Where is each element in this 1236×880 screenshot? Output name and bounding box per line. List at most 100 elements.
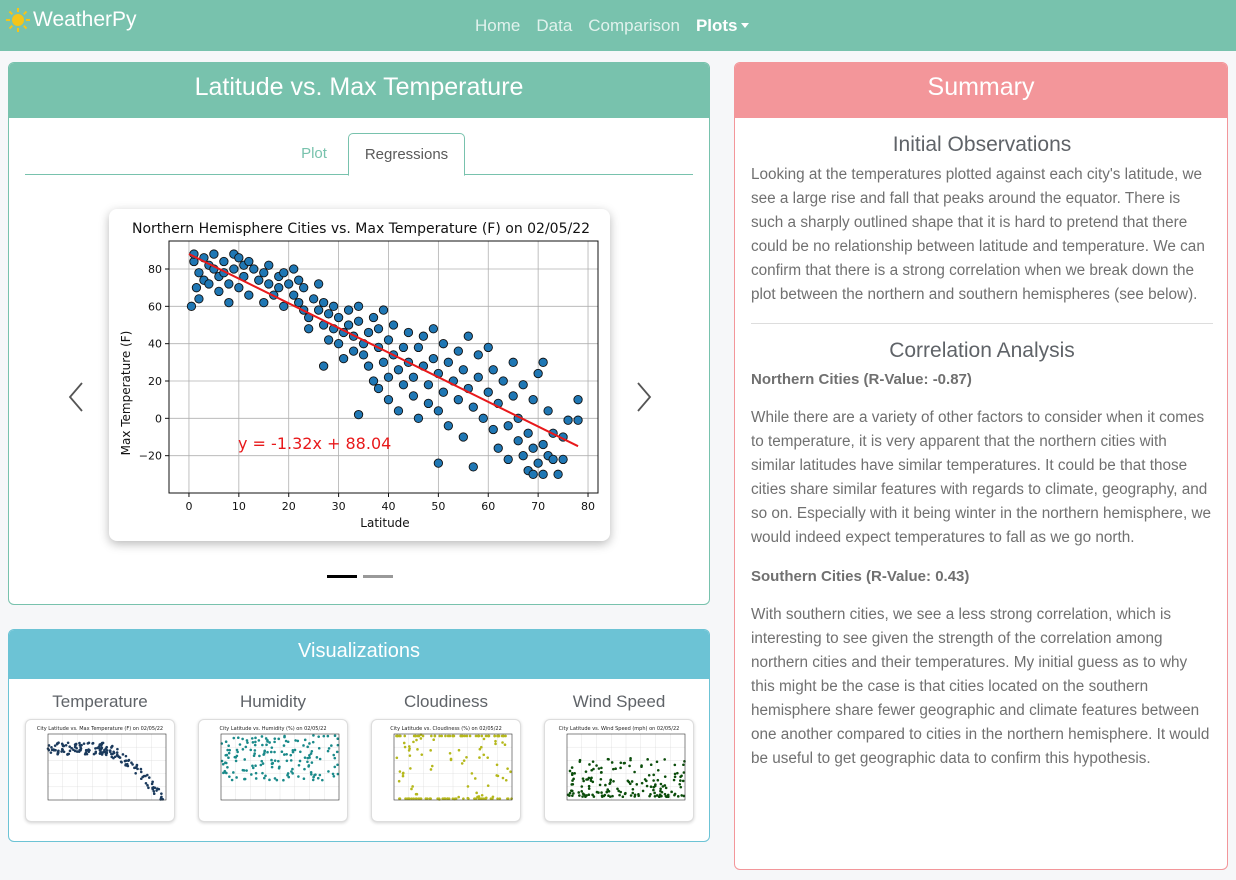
data-point [533,368,543,379]
thumbnail-chart[interactable]: City Latitude vs. Max Temperature (F) on… [25,719,175,822]
thumbnail-point [404,797,407,800]
thumbnail-point [66,741,70,745]
thumbnail-point [618,793,621,797]
regression-chart: Northern Hemisphere Cities vs. Max Tempe… [109,209,610,541]
carousel-indicator-2[interactable] [363,575,393,578]
carousel-indicator-1[interactable] [327,575,357,578]
data-point [219,256,229,267]
thumbnail-point [236,750,239,754]
thumbnail-point [414,792,418,796]
thumbnail-point [496,734,499,738]
thumbnail-point [633,793,637,797]
thumbnail-point [336,772,340,776]
viz-wind-speed[interactable]: Wind Speed City Latitude vs. Wind Speed … [544,692,694,822]
thumbnail-point [260,735,264,738]
thumbnail-point [411,785,414,788]
thumbnail-point [221,762,225,766]
thumbnail-point [470,772,474,775]
thumbnail-chart[interactable]: City Latitude vs. Humidity (%) on 02/05/… [198,719,348,822]
thumbnail-point [447,797,451,800]
thumbnail-point [640,781,644,785]
summary-card: Summary Initial Observations Looking at … [734,62,1228,870]
thumbnail-point [462,797,465,800]
data-point [383,395,394,405]
nav-home[interactable]: Home [475,15,521,35]
nav-plots-dropdown[interactable]: Plots [696,16,749,36]
thumbnail-point [113,755,117,759]
thumbnail-point [473,797,476,800]
thumbnail-point [273,740,276,744]
thumbnail-point [466,785,470,788]
thumbnail-point [460,762,464,765]
nav-data[interactable]: Data [536,15,573,35]
thumbnail-point [619,766,622,770]
data-point [284,279,294,289]
brand-link[interactable]: WeatherPy [6,8,137,32]
thumbnail-point [600,791,603,794]
viz-temperature[interactable]: Temperature City Latitude vs. Max Temper… [25,692,175,822]
thumbnail-point [73,749,77,753]
viz-cloudiness[interactable]: Cloudiness City Latitude vs. Cloudiness … [371,692,521,822]
thumbnail-point [266,739,269,742]
thumbnail-point [101,741,105,745]
navbar: WeatherPy Home Data Comparison Plots [0,0,1236,51]
data-point [403,327,414,338]
thumbnail-point [277,759,280,763]
thumbnail-chart[interactable]: City Latitude vs. Cloudiness (%) on 02/0… [371,719,521,822]
data-point [259,297,269,308]
thumbnail-point [616,787,619,791]
data-point [229,264,239,274]
thumbnail-point [417,797,420,800]
data-point [224,279,234,289]
thumbnail-point [496,774,500,778]
thumbnail-point [416,734,420,738]
thumbnail-point [160,792,163,795]
thumbnail-point [78,744,82,747]
data-point [191,283,202,293]
thumbnail-point [595,790,599,794]
thumbnail-point [416,748,419,751]
thumbnail-point [480,734,484,738]
southern-cities-label: Southern Cities (R-Value: 0.43) [751,568,970,585]
thumbnail-point [509,770,512,773]
thumbnail-point [408,754,412,757]
carousel-indicators [327,575,399,578]
nav-comparison[interactable]: Comparison [588,15,680,35]
thumbnail-point [257,739,261,742]
regression-line [188,253,579,448]
carousel-prev-icon[interactable] [67,381,85,413]
thumbnail-point [261,771,264,775]
thumbnail-point [403,745,407,749]
thumbnail-point [309,771,313,774]
tab-plot[interactable]: Plot [301,145,327,162]
thumbnail-point [630,780,634,783]
data-point [473,372,483,382]
viz-humidity[interactable]: Humidity City Latitude vs. Humidity (%) … [198,692,348,822]
thumbnail-point [491,795,495,799]
thumbnail-point [609,795,612,798]
data-point [423,398,434,409]
data-point [393,365,404,375]
thumbnail-point [49,751,53,754]
thumbnail-point [68,749,72,753]
data-point [383,335,394,345]
thumbnail-chart[interactable]: City Latitude vs. Wind Speed (mph) on 02… [544,719,694,822]
thumbnail-point [459,734,463,738]
thumbnail-point [607,758,610,761]
data-point [483,387,493,397]
thumbnail-point [303,767,306,771]
carousel-next-icon[interactable] [635,381,653,413]
thumbnail-point [134,771,137,775]
y-tick-label: 40 [148,338,162,351]
thumbnail-point [124,763,128,766]
thumbnail-point [224,753,228,757]
thumbnail-point [226,765,229,769]
thumbnail-point [100,746,104,750]
thumbnail-point [119,760,123,764]
data-point [573,395,583,405]
thumbnail-point [241,768,245,772]
tab-regressions[interactable]: Regressions [348,133,465,176]
thumbnail-point [151,787,155,791]
thumbnail-point [227,756,230,760]
thumbnail-point [98,752,102,755]
